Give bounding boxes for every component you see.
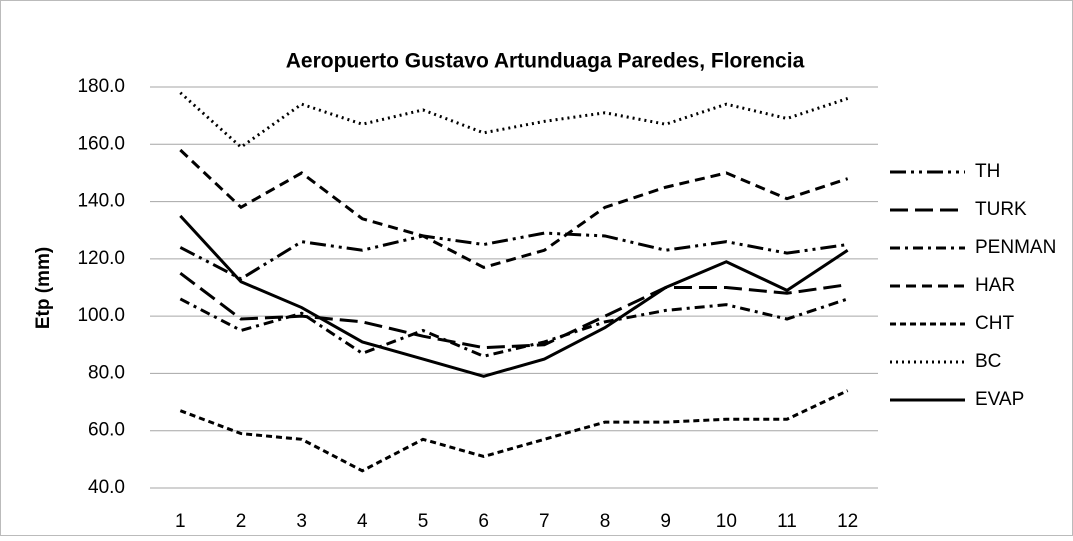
legend-label: BC	[975, 351, 1001, 372]
series-line	[179, 389, 849, 473]
x-tick-label: 8	[600, 511, 611, 532]
x-tick-label: 7	[539, 511, 550, 532]
y-tick-label: 40.0	[88, 477, 125, 498]
series-line	[179, 231, 848, 281]
x-tick-label: 10	[716, 511, 737, 532]
series-line	[179, 214, 849, 378]
y-tick-label: 180.0	[77, 76, 125, 97]
x-tick-label: 2	[236, 511, 247, 532]
y-tick-label: 120.0	[77, 248, 125, 269]
y-tick-label: 80.0	[88, 362, 125, 383]
series-line	[179, 148, 849, 270]
legend-label: PENMAN	[975, 237, 1056, 258]
chart-title: Aeropuerto Gustavo Artunduaga Paredes, F…	[286, 50, 805, 73]
x-tick-label: 6	[478, 511, 489, 532]
legend-label: TURK	[975, 199, 1027, 220]
y-tick-label: 140.0	[77, 191, 125, 212]
x-tick-label: 4	[357, 511, 368, 532]
x-tick-label: 12	[837, 511, 858, 532]
series-line	[179, 297, 849, 358]
x-tick-label: 3	[296, 511, 307, 532]
legend-label: CHT	[975, 313, 1014, 334]
y-axis-title: Etp (mm)	[33, 247, 54, 329]
y-tick-label: 100.0	[77, 305, 125, 326]
x-tick-label: 1	[175, 511, 186, 532]
y-tick-label: 160.0	[77, 133, 125, 154]
x-tick-label: 5	[418, 511, 429, 532]
legend-label: HAR	[975, 275, 1015, 296]
x-tick-label: 9	[660, 511, 671, 532]
y-tick-label: 60.0	[88, 420, 125, 441]
x-tick-label: 11	[777, 511, 797, 532]
legend-label: TH	[975, 161, 1000, 182]
legend-label: EVAP	[975, 389, 1024, 410]
